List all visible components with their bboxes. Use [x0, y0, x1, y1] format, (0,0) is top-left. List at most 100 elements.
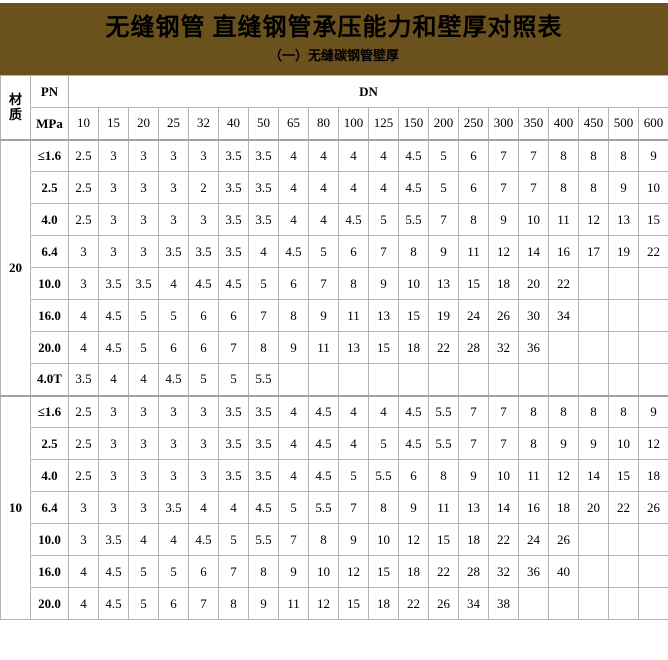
thickness-cell	[488, 363, 519, 396]
thickness-cell: 5.5	[248, 523, 279, 556]
thickness-cell	[368, 363, 399, 396]
thickness-cell: 15	[428, 523, 459, 556]
thickness-cell: 4	[338, 394, 369, 428]
thickness-cell: 5	[428, 138, 459, 172]
thickness-cell: 4.5	[398, 427, 429, 460]
table-row: 20.0 4 4.5 5 6 7 8 9 11 12 15 18 22 26 34 38	[1, 587, 668, 620]
thickness-cell: 8	[548, 138, 579, 172]
dn-column-header-150: 150	[398, 107, 429, 140]
thickness-cell: 4.5	[188, 523, 219, 556]
thickness-cell: 7	[518, 138, 549, 172]
thickness-cell: 3	[98, 491, 129, 524]
thickness-cell: 7	[488, 138, 519, 172]
thickness-cell: 4.5	[278, 235, 309, 268]
thickness-cell: 8	[368, 491, 399, 524]
thickness-cell: 3.5	[248, 394, 279, 428]
dn-column-header-200: 200	[428, 107, 459, 140]
thickness-cell: 12	[488, 235, 519, 268]
thickness-cell: 5	[248, 267, 279, 300]
thickness-cell: 4	[278, 203, 309, 236]
thickness-cell: 7	[488, 427, 519, 460]
thickness-cell: 8	[578, 138, 609, 172]
thickness-cell: 5	[428, 171, 459, 204]
thickness-cell: 3	[128, 171, 159, 204]
thickness-cell: 7	[488, 394, 519, 428]
thickness-cell: 15	[637, 203, 668, 236]
thickness-cell: 3	[158, 203, 189, 236]
thickness-cell	[308, 363, 339, 396]
thickness-cell: 9	[637, 394, 668, 428]
thickness-cell: 34	[548, 299, 579, 332]
thickness-cell: 8	[278, 299, 309, 332]
thickness-cell: 7	[368, 235, 399, 268]
thickness-cell: 22	[608, 491, 639, 524]
table-row: 4.0T 3.5 4 4 4.5 5 5 5.5	[1, 363, 668, 396]
thickness-cell: 26	[637, 491, 668, 524]
thickness-cell: 11	[278, 587, 309, 620]
thickness-cell	[578, 299, 609, 332]
thickness-cell: 6	[158, 331, 189, 364]
thickness-cell: 6	[458, 171, 489, 204]
thickness-cell: 3	[188, 459, 219, 492]
dn-column-header-50: 50	[248, 107, 279, 140]
dn-column-header-25: 25	[158, 107, 189, 140]
thickness-cell: 4	[278, 171, 309, 204]
thickness-cell: 3.5	[218, 138, 249, 172]
thickness-cell	[518, 587, 549, 620]
table-row: 20.0 4 4.5 5 6 6 7 8 9 11 13 15 18 22 28 32 36	[1, 331, 668, 364]
dn-group-header: DN	[67, 75, 668, 108]
thickness-cell: 10	[637, 171, 668, 204]
thickness-cell: 3.5	[248, 459, 279, 492]
thickness-cell: 5.5	[368, 459, 399, 492]
thickness-cell: 11	[458, 235, 489, 268]
dn-column-header-80: 80	[308, 107, 339, 140]
thickness-cell: 5	[278, 491, 309, 524]
thickness-cell: 36	[518, 331, 549, 364]
thickness-cell: 3	[68, 491, 99, 524]
thickness-cell: 3	[158, 171, 189, 204]
thickness-cell: 5.5	[428, 427, 459, 460]
pn-cell: 6.4	[30, 235, 69, 268]
thickness-cell: 7	[428, 203, 459, 236]
thickness-cell: 6	[188, 331, 219, 364]
thickness-cell: 5	[158, 555, 189, 588]
table-row: 2.5 2.5 3 3 3 3 3.5 3.5 4 4.5 4 5 4.5 5.5 7 7 8 9 9 10 12	[1, 427, 668, 460]
thickness-cell: 11	[518, 459, 549, 492]
thickness-cell: 13	[608, 203, 639, 236]
thickness-cell: 8	[548, 171, 579, 204]
thickness-cell: 5.5	[428, 394, 459, 428]
thickness-cell: 3	[68, 267, 99, 300]
thickness-cell: 7	[308, 267, 339, 300]
pn-cell: 20.0	[30, 587, 69, 620]
thickness-cell: 7	[248, 299, 279, 332]
thickness-cell: 5	[128, 331, 159, 364]
thickness-cell: 2.5	[68, 459, 99, 492]
thickness-cell: 7	[338, 491, 369, 524]
thickness-cell: 3.5	[158, 491, 189, 524]
thickness-cell: 10	[368, 523, 399, 556]
thickness-cell: 5.5	[248, 363, 279, 396]
thickness-cell: 4	[188, 491, 219, 524]
thickness-cell: 3	[98, 235, 129, 268]
thickness-cell: 6	[188, 299, 219, 332]
thickness-cell: 5.5	[308, 491, 339, 524]
thickness-cell: 4.5	[338, 203, 369, 236]
thickness-cell: 4	[368, 394, 399, 428]
thickness-cell: 10	[398, 267, 429, 300]
thickness-cell	[608, 523, 639, 556]
thickness-cell	[637, 331, 668, 364]
table-row: 6.4 3 3 3 3.5 4 4 4.5 5 5.5 7 8 9 11 13 14 16 18 20 22 26	[1, 491, 668, 524]
thickness-cell: 26	[488, 299, 519, 332]
pn-unit-header-cell: MPa	[30, 107, 69, 140]
thickness-cell: 5	[128, 587, 159, 620]
material-header-line1: 材	[8, 92, 22, 108]
thickness-cell	[578, 363, 609, 396]
thickness-cell: 4	[278, 427, 309, 460]
thickness-cell: 4	[368, 138, 399, 172]
thickness-cell: 4	[278, 138, 309, 172]
thickness-cell: 4	[338, 138, 369, 172]
thickness-cell: 22	[428, 555, 459, 588]
thickness-cell	[637, 363, 668, 396]
thickness-cell: 32	[488, 555, 519, 588]
thickness-cell: 3.5	[188, 235, 219, 268]
